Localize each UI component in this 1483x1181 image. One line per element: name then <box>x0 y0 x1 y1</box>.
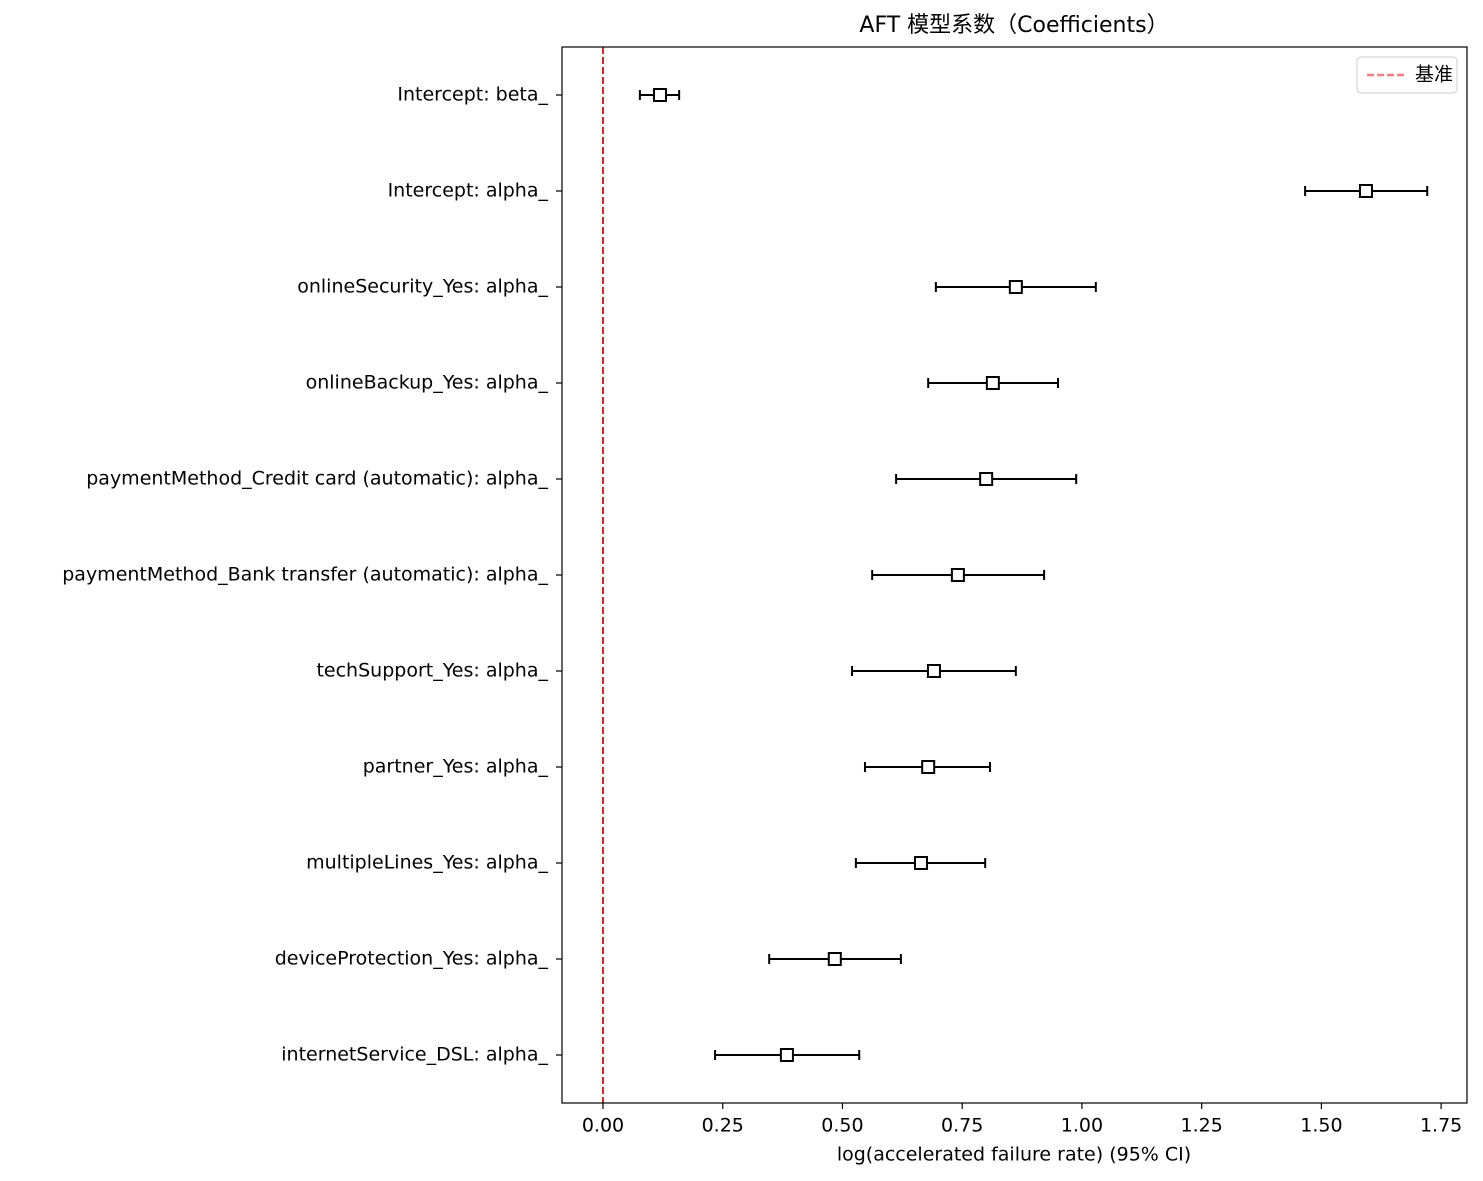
coef-marker <box>1358 184 1373 198</box>
x-tick-label: 0.75 <box>941 1115 983 1137</box>
y-tick-label: multipleLines_Yes: alpha_ <box>306 852 548 874</box>
y-tick-label: Intercept: alpha_ <box>388 180 549 202</box>
plot-frame <box>561 46 1468 1104</box>
coef-marker <box>926 664 941 678</box>
x-axis-label: log(accelerated failure rate) (95% CI) <box>837 1144 1191 1166</box>
x-tick-label: 1.00 <box>1061 1115 1103 1137</box>
coef-marker <box>950 568 965 582</box>
y-tick-label: deviceProtection_Yes: alpha_ <box>275 948 549 970</box>
chart-title: AFT 模型系数（Coefficients） <box>859 13 1168 38</box>
legend-label: 基准 <box>1415 64 1453 86</box>
x-tick-label: 1.75 <box>1420 1115 1462 1137</box>
coef-marker <box>985 376 1000 390</box>
x-tick-label: 0.25 <box>702 1115 744 1137</box>
y-tick-label: partner_Yes: alpha_ <box>363 756 549 778</box>
x-tick-label: 1.50 <box>1300 1115 1342 1137</box>
x-tick-label: 0.00 <box>582 1115 624 1137</box>
coef-marker <box>979 472 994 486</box>
coef-marker <box>914 856 929 870</box>
y-tick-label: Intercept: beta_ <box>397 84 548 106</box>
coef-marker <box>1008 280 1023 294</box>
y-tick-label: paymentMethod_Credit card (automatic): a… <box>86 468 548 490</box>
coef-marker <box>779 1048 794 1062</box>
y-tick-label: techSupport_Yes: alpha_ <box>316 660 548 682</box>
x-tick-label: 1.25 <box>1181 1115 1223 1137</box>
coef-marker <box>921 760 936 774</box>
x-tick-label: 0.50 <box>821 1115 863 1137</box>
coef-marker <box>827 952 842 966</box>
y-tick-label: internetService_DSL: alpha_ <box>281 1044 548 1066</box>
legend-box <box>1356 56 1458 94</box>
y-tick-label: onlineBackup_Yes: alpha_ <box>306 372 549 394</box>
y-tick-label: onlineSecurity_Yes: alpha_ <box>297 276 548 298</box>
coef-marker <box>652 88 667 102</box>
y-tick-label: paymentMethod_Bank transfer (automatic):… <box>62 564 548 586</box>
